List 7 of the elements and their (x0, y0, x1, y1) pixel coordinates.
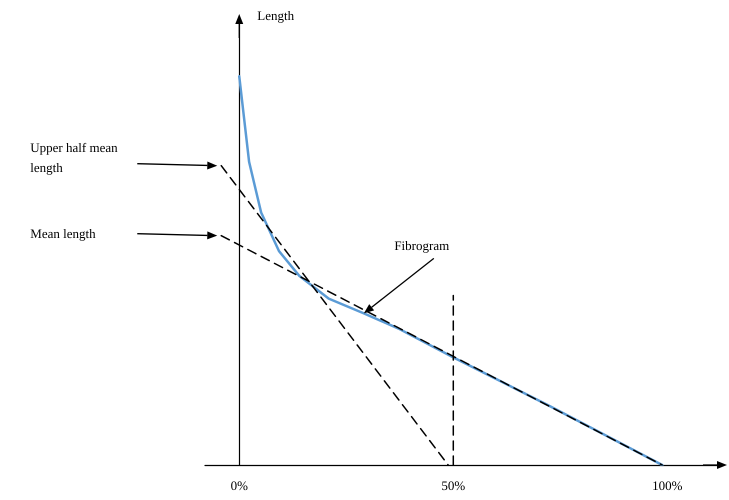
x-tick-label: 100% (652, 478, 683, 493)
x-tick-label: 50% (441, 478, 466, 493)
text: Mean length (30, 224, 97, 243)
y-axis-title: Length (257, 8, 295, 23)
x-tick-label: 0% (230, 478, 248, 493)
annotation: Fibrogram (394, 237, 450, 256)
text: Upper half mean length (30, 138, 119, 177)
